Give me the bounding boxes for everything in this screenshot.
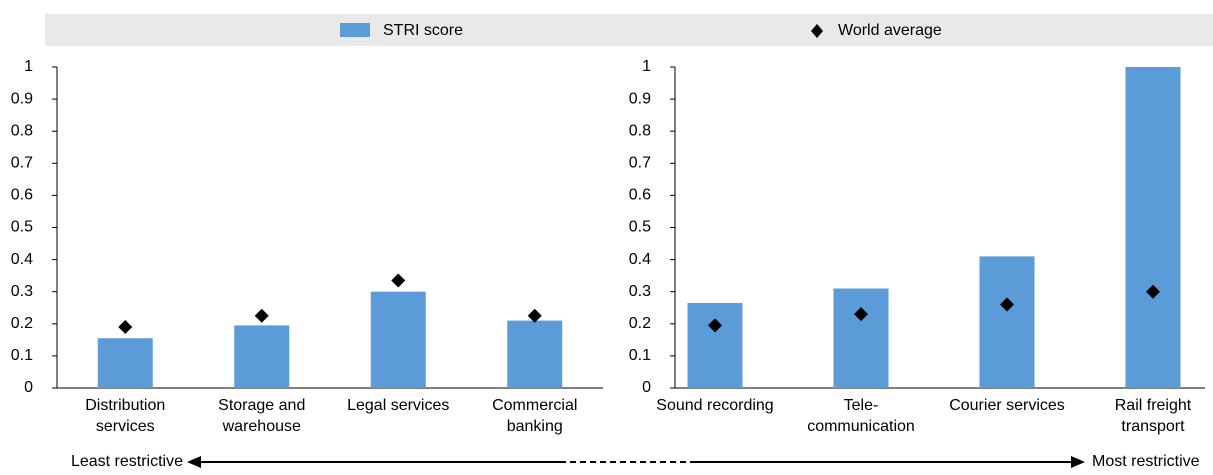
arrow-head <box>187 456 201 468</box>
annotation: Least restrictive <box>71 453 183 470</box>
x-tick-label: Storage and <box>218 397 305 414</box>
y-tick-label: 1 <box>642 58 651 75</box>
marker <box>1000 297 1014 312</box>
marker <box>391 273 406 288</box>
x-tick-label: Distribution <box>85 397 165 414</box>
marker <box>254 308 269 323</box>
marker <box>1146 284 1160 299</box>
bar <box>687 302 743 388</box>
marker <box>527 308 542 323</box>
annotation: Most restrictive <box>1092 453 1200 470</box>
y-tick-label: 1 <box>24 58 33 75</box>
bar <box>1125 67 1181 388</box>
marker <box>118 320 133 335</box>
y-tick-label: 0.8 <box>629 122 651 139</box>
y-tick-label: 0.3 <box>629 283 651 300</box>
y-tick-label: 0.5 <box>629 219 651 236</box>
y-tick-label: 0 <box>642 379 651 396</box>
marker <box>854 307 868 322</box>
legend-band <box>45 14 1213 46</box>
bar <box>979 256 1035 388</box>
bar <box>370 291 426 388</box>
y-tick-label: 0.6 <box>629 187 651 204</box>
legend-marker <box>811 24 823 38</box>
y-tick-label: 0.3 <box>11 283 33 300</box>
y-tick-label: 0.4 <box>11 251 33 268</box>
y-tick-label: 0.9 <box>11 90 33 107</box>
x-tick-label: transport <box>1121 418 1185 435</box>
x-tick-label: banking <box>507 418 563 435</box>
legend-label: STRI score <box>383 22 463 39</box>
bar <box>507 320 563 388</box>
y-tick-label: 0 <box>24 379 33 396</box>
y-tick-label: 0.8 <box>11 122 33 139</box>
x-tick-label: Commercial <box>492 397 577 414</box>
y-tick-label: 0.1 <box>629 347 651 364</box>
y-tick-label: 0.6 <box>11 187 33 204</box>
bar <box>833 288 889 388</box>
arrow-head <box>1071 456 1085 468</box>
legend-label: World average <box>838 22 942 39</box>
y-tick-label: 0.7 <box>629 155 651 172</box>
y-tick-label: 0.7 <box>11 155 33 172</box>
y-tick-label: 0.5 <box>11 219 33 236</box>
x-tick-label: Courier services <box>949 397 1065 414</box>
y-tick-label: 0.2 <box>629 315 651 332</box>
legend-swatch <box>340 23 370 37</box>
bar <box>234 325 290 388</box>
x-tick-label: warehouse <box>222 418 301 435</box>
bar <box>97 338 153 388</box>
x-tick-label: communication <box>807 418 915 435</box>
marker <box>708 318 722 333</box>
x-tick-label: Sound recording <box>656 397 773 414</box>
y-tick-label: 0.2 <box>11 315 33 332</box>
y-tick-label: 0.1 <box>11 347 33 364</box>
x-tick-label: Rail freight <box>1115 397 1192 414</box>
x-tick-label: services <box>96 418 155 435</box>
y-tick-label: 0.4 <box>629 251 651 268</box>
x-tick-label: Tele- <box>844 397 879 414</box>
y-tick-label: 0.9 <box>629 90 651 107</box>
x-tick-label: Legal services <box>347 397 449 414</box>
